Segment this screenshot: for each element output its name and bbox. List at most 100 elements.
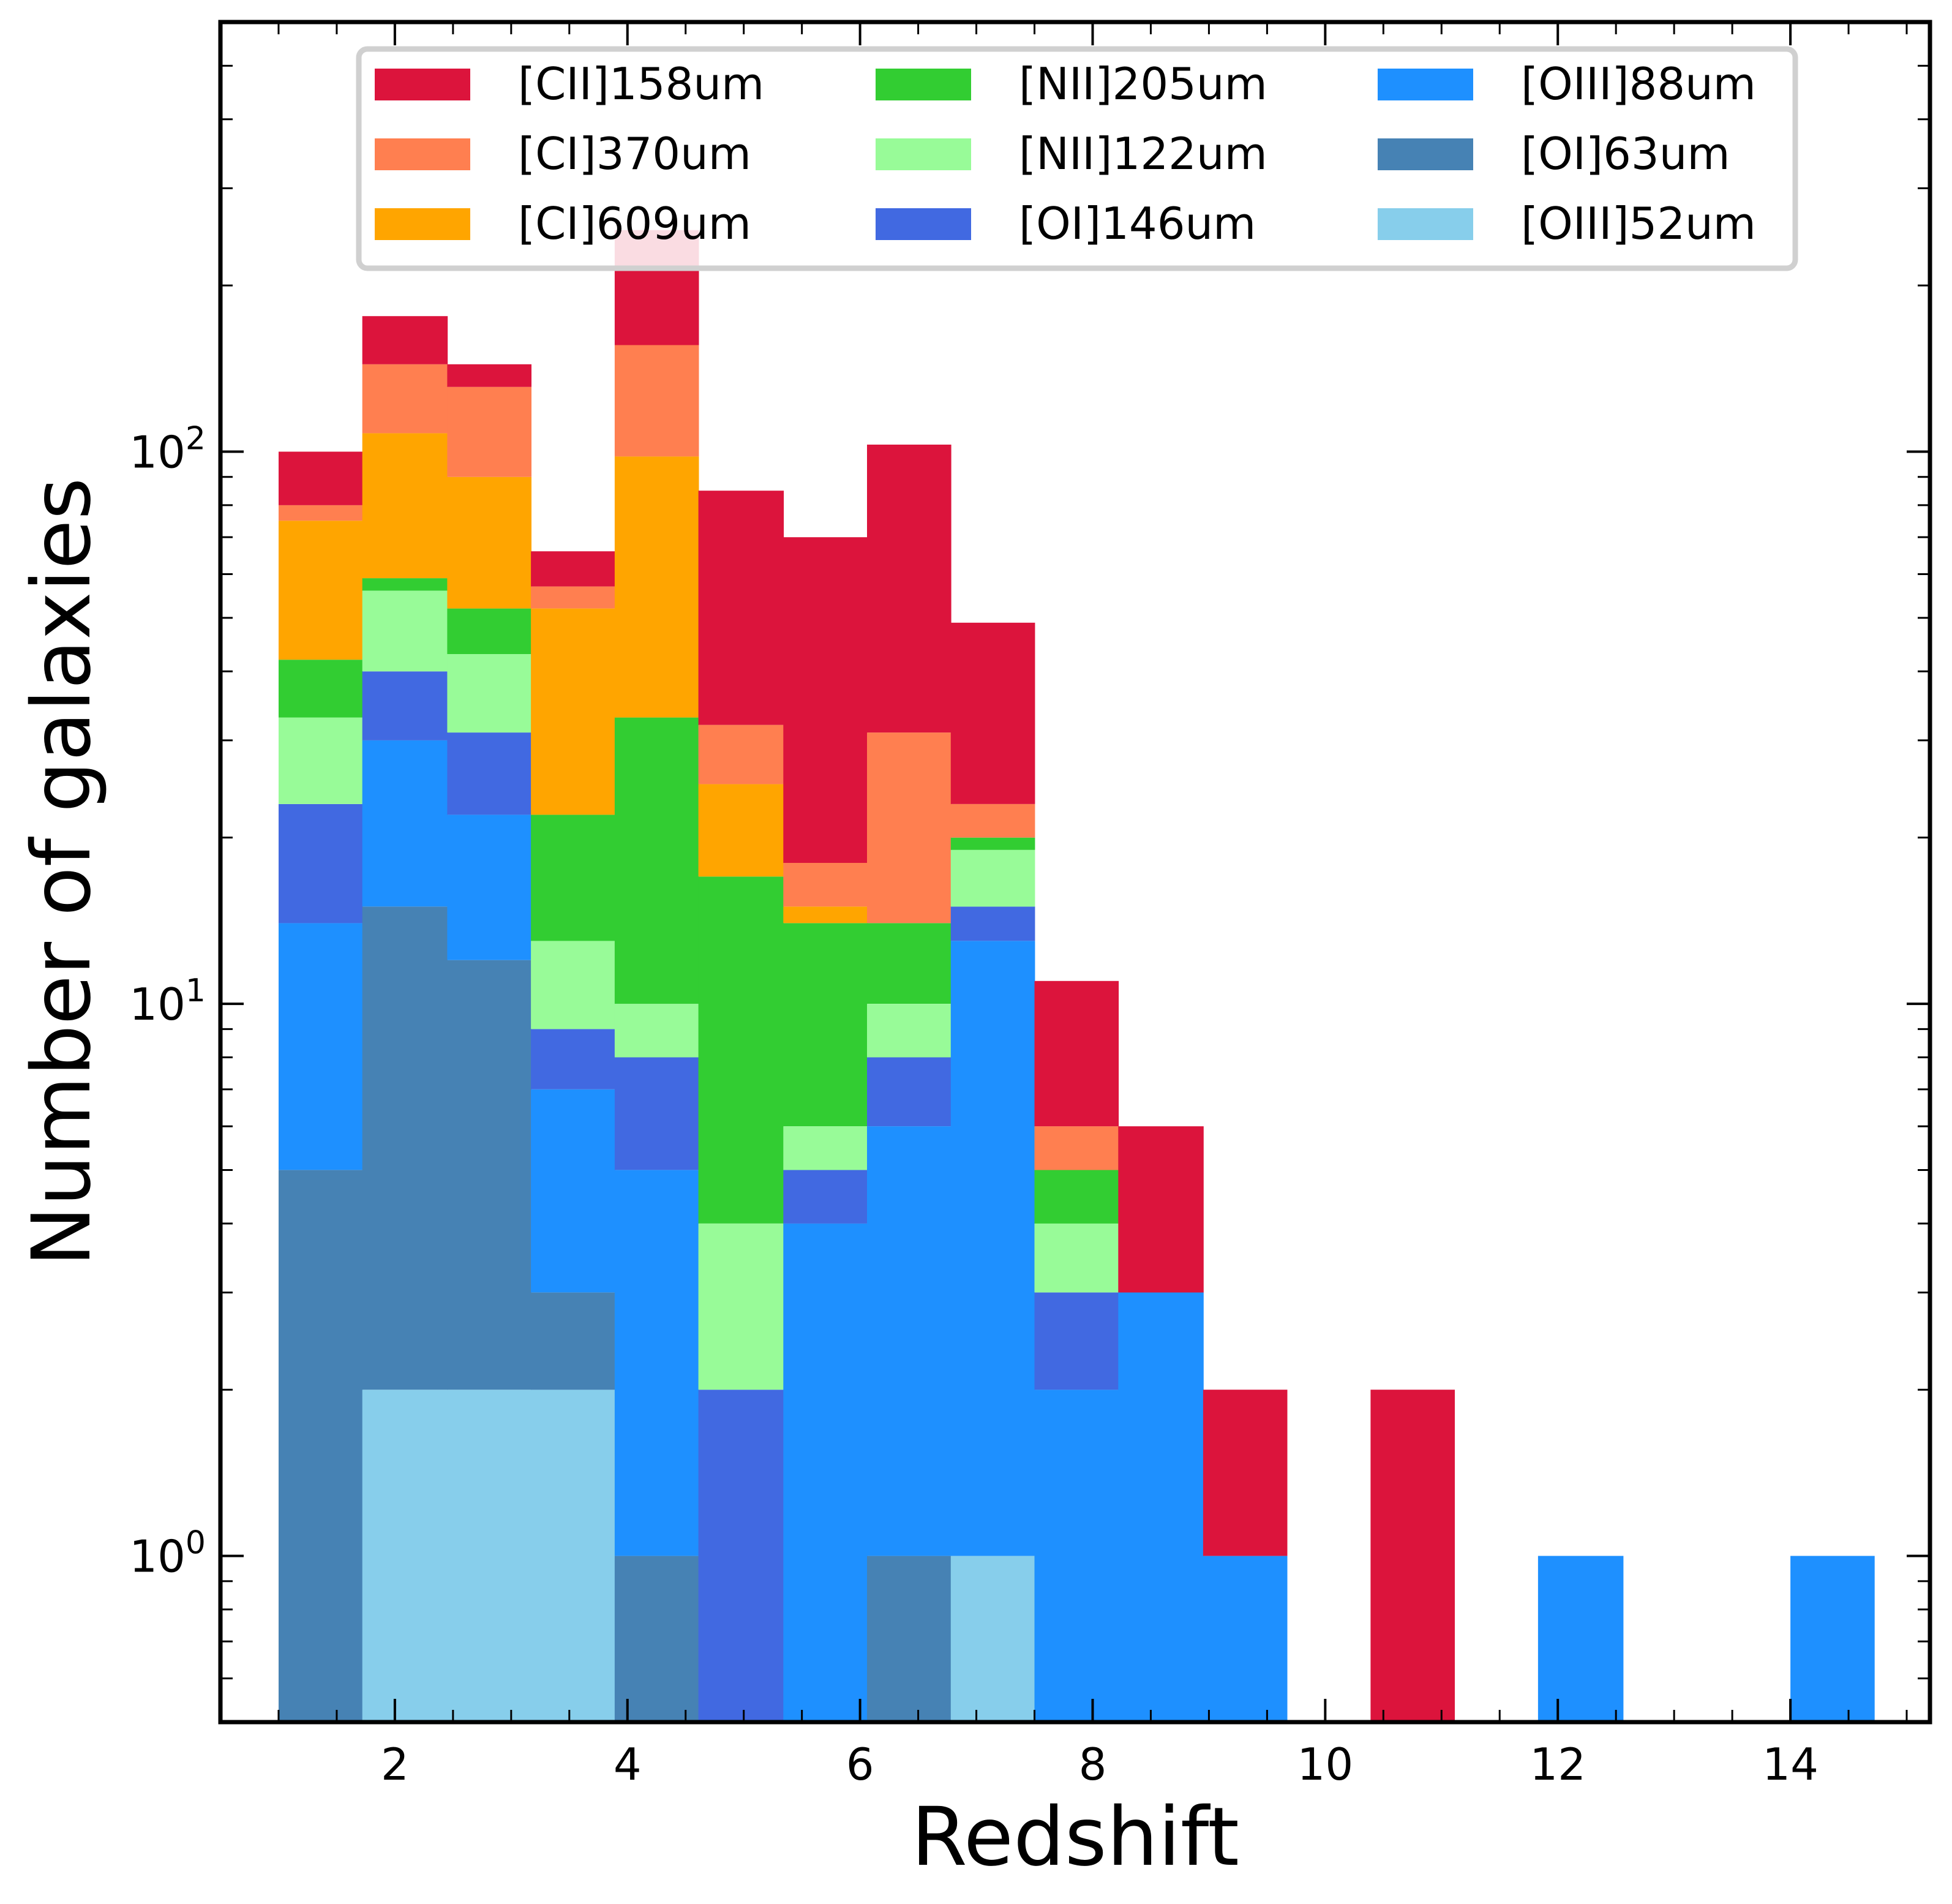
bar-segment-nii205um-bin-2 [447, 608, 531, 654]
bar-segment-ci609um-bin-0 [279, 521, 363, 660]
bar-segment-cii158um-bin-0 [279, 451, 363, 505]
bar-segment-nii205um-bin-5 [698, 876, 784, 1224]
bar-segment-nii122um-bin-6 [783, 1126, 868, 1170]
bar-segment-oi63um-bin-3 [531, 1292, 615, 1390]
x-tick-label: 10 [1297, 1739, 1354, 1790]
bar-segment-oiii88um-bin-2 [447, 815, 531, 960]
legend-swatch-nii122um [876, 138, 971, 170]
bar-segment-ci370um-bin-4 [614, 345, 699, 457]
bar-segment-nii205um-bin-7 [867, 923, 952, 1004]
bar-segment-ci609um-bin-3 [531, 608, 615, 815]
legend-label-nii122um: [NII]122um [1019, 128, 1267, 179]
bar-segment-nii122um-bin-9 [1034, 1223, 1119, 1293]
x-tick-label: 12 [1530, 1739, 1586, 1790]
bar-segment-ci609um-bin-4 [614, 456, 699, 718]
bar-segment-nii205um-bin-0 [279, 660, 363, 718]
legend-swatch-ci370um [375, 138, 470, 170]
bar-segment-cii158um-bin-8 [950, 622, 1035, 804]
bar-segment-oi63um-bin-0 [279, 1170, 363, 1722]
bar-segment-oiii88um-bin-11 [1203, 1556, 1288, 1722]
legend-swatch-oi146um [876, 208, 971, 240]
bar-segment-nii205um-bin-4 [614, 717, 699, 1004]
bar-segment-cii158um-bin-6 [783, 537, 868, 863]
bar-segment-cii158um-bin-10 [1118, 1126, 1204, 1293]
bar-segment-ci609um-bin-6 [783, 906, 868, 924]
bar-segment-oiii88um-bin-10 [1118, 1292, 1204, 1722]
bar-segment-ci370um-bin-3 [531, 586, 615, 609]
y-tick-label: 102 [129, 421, 206, 478]
bar-segment-oiii52um-bin-8 [950, 1556, 1035, 1722]
bar-segment-oi146um-bin-6 [783, 1170, 868, 1224]
bar-segment-oiii88um-bin-0 [279, 923, 363, 1170]
bar-segment-oiii88um-bin-1 [362, 740, 448, 907]
bar-segment-cii158um-bin-13 [1370, 1390, 1455, 1722]
bar-segment-cii158um-bin-2 [447, 364, 531, 387]
legend-label-nii205um: [NII]205um [1019, 58, 1267, 110]
bar-segment-oi146um-bin-7 [867, 1057, 952, 1126]
bar-segment-oi146um-bin-3 [531, 1029, 615, 1089]
bar-segment-cii158um-bin-3 [531, 551, 615, 587]
legend-label-ci609um: [CI]609um [518, 198, 751, 249]
bar-segment-oi63um-bin-4 [614, 1556, 699, 1722]
legend-swatch-oi63um [1378, 138, 1473, 170]
y-tick-label: 100 [129, 1525, 206, 1582]
bar-segment-oiii88um-bin-8 [950, 941, 1035, 1556]
bar-segment-cii158um-bin-1 [362, 316, 448, 364]
legend-swatch-cii158um [375, 69, 470, 100]
bar-segment-ci609um-bin-5 [698, 784, 784, 877]
legend-label-oi146um: [OI]146um [1019, 198, 1256, 249]
bar-segment-nii205um-bin-3 [531, 815, 615, 941]
bar-segment-oi146um-bin-4 [614, 1057, 699, 1170]
x-tick-label: 2 [381, 1739, 409, 1790]
bar-segment-ci370um-bin-9 [1034, 1126, 1119, 1170]
bar-segment-oi63um-bin-2 [447, 960, 531, 1390]
bar-segment-oiii88um-bin-15 [1537, 1556, 1624, 1722]
x-tick-label: 8 [1079, 1739, 1107, 1790]
bar-segment-ci370um-bin-5 [698, 724, 784, 785]
bar-segment-oi63um-bin-1 [362, 906, 448, 1390]
x-tick-labels: 2 4 6 8 10 12 14 [381, 1739, 1819, 1790]
legend-label-oiii88um: [OIII]88um [1521, 58, 1756, 110]
bar-segment-oiii52um-bin-3 [531, 1390, 615, 1722]
legend-swatch-nii205um [876, 69, 971, 100]
bar-segment-nii122um-bin-2 [447, 654, 531, 733]
bar-segment-ci609um-bin-2 [447, 476, 531, 609]
bar-segment-nii205um-bin-8 [950, 837, 1035, 850]
legend-label-oiii52um: [OIII]52um [1521, 198, 1756, 249]
bar-segment-cii158um-bin-5 [698, 491, 784, 725]
bars-layer [279, 230, 1875, 1722]
bar-segment-oi146um-bin-2 [447, 732, 531, 815]
bar-segment-ci370um-bin-1 [362, 364, 448, 434]
legend-label-cii158um: [CII]158um [518, 58, 764, 110]
bar-segment-nii122um-bin-8 [950, 849, 1035, 907]
x-axis-title: Redshift [911, 1790, 1239, 1884]
bar-segment-oiii88um-bin-6 [783, 1223, 868, 1722]
legend-swatch-oiii88um [1378, 69, 1473, 100]
bar-segment-nii205um-bin-1 [362, 578, 448, 591]
bar-segment-oiii88um-bin-3 [531, 1089, 615, 1293]
bar-segment-ci370um-bin-6 [783, 862, 868, 907]
bar-segment-oi146um-bin-5 [698, 1390, 784, 1722]
bar-segment-nii205um-bin-9 [1034, 1170, 1119, 1224]
bar-segment-cii158um-bin-9 [1034, 980, 1119, 1127]
bar-segment-nii122um-bin-0 [279, 717, 363, 804]
y-tick-label: 101 [129, 973, 206, 1030]
y-tick-labels: 100 101 102 [129, 421, 206, 1582]
bar-segment-ci609um-bin-1 [362, 433, 448, 579]
bar-segment-oiii52um-bin-2 [447, 1390, 531, 1722]
plot-frame [218, 20, 1932, 1725]
bar-segment-cii158um-bin-7 [867, 445, 952, 733]
legend: [CII]158um [CI]370um [CI]609um [NII]205um [N… [356, 46, 1798, 271]
legend-label-ci370um: [CI]370um [518, 128, 751, 179]
bar-segment-oiii88um-bin-4 [614, 1170, 699, 1556]
bar-segment-nii122um-bin-4 [614, 1004, 699, 1058]
bar-segment-ci370um-bin-8 [950, 804, 1035, 838]
bar-segment-oi146um-bin-1 [362, 671, 448, 740]
legend-swatch-ci609um [375, 208, 470, 240]
x-tick-label: 6 [846, 1739, 874, 1790]
x-tick-label: 14 [1762, 1739, 1819, 1790]
bar-segment-oiii88um-bin-9 [1034, 1390, 1119, 1722]
bar-segment-oi63um-bin-7 [867, 1556, 952, 1722]
bar-segment-nii122um-bin-5 [698, 1223, 784, 1390]
